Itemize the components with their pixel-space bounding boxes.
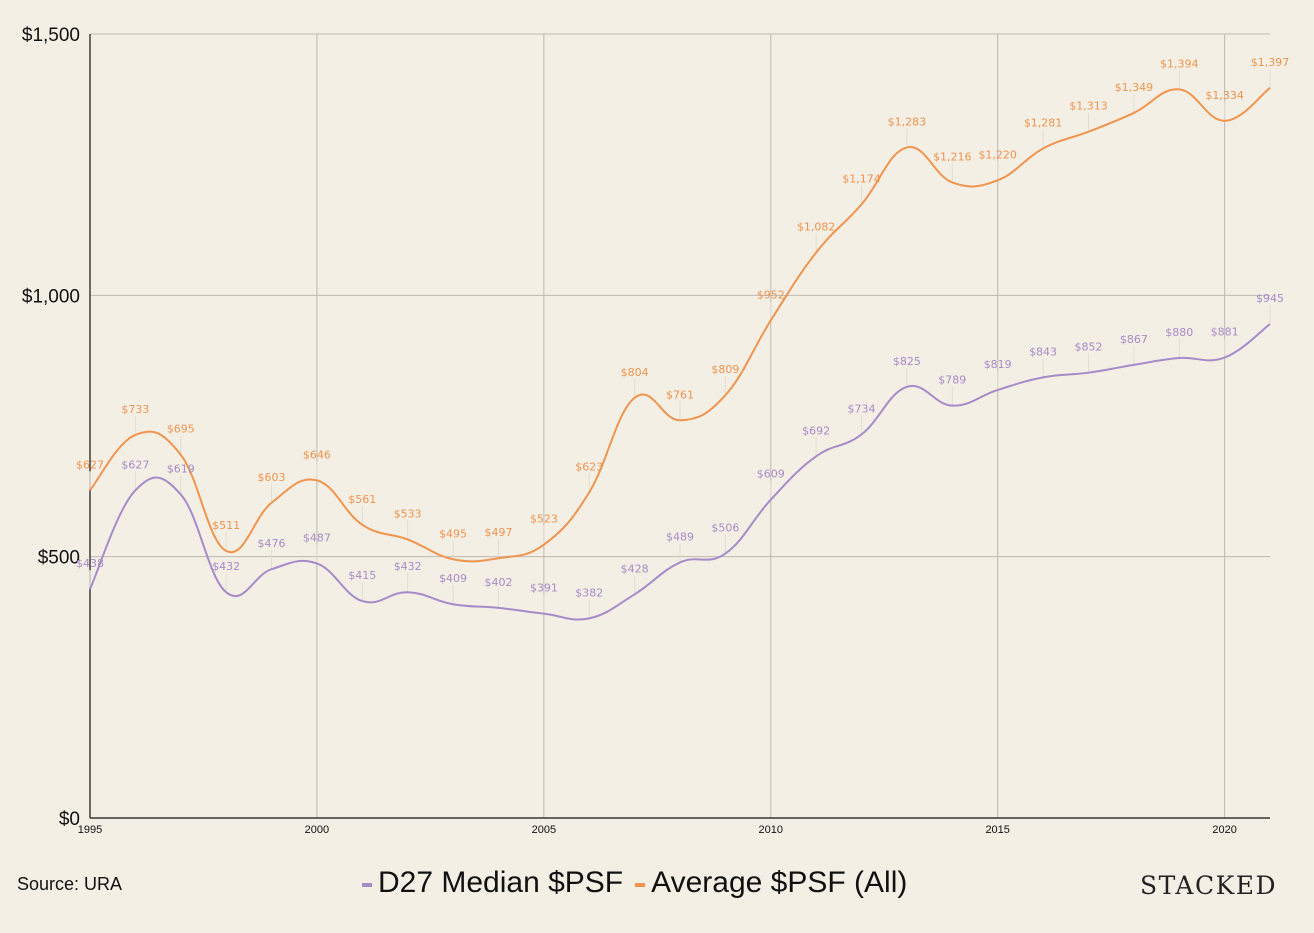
data-label-d27-median: $843 [1029, 345, 1057, 358]
data-label-average-all: $1,313 [1069, 100, 1108, 113]
data-label-average-all: $623 [575, 460, 603, 473]
data-label-average-all: $1,082 [797, 220, 836, 233]
data-label-d27-median: $415 [348, 569, 376, 582]
data-label-d27-median: $945 [1256, 292, 1284, 305]
legend-swatch-d27-median [362, 883, 372, 887]
x-tick-label: 2005 [532, 824, 556, 836]
data-label-d27-median: $391 [530, 582, 558, 595]
y-tick-label: $1,500 [22, 25, 80, 46]
data-label-average-all: $497 [484, 526, 512, 539]
data-label-d27-median: $692 [802, 424, 830, 437]
data-label-average-all: $1,349 [1115, 81, 1154, 94]
line-chart: $0 $500 $1,000 $1,500 1995 2000 2005 2010 2015 2… [22, 25, 1289, 836]
legend-item-d27-median: D27 Median $PSF [362, 866, 623, 900]
x-tick-label: 2000 [305, 824, 329, 836]
y-tick-label: $1,000 [22, 286, 80, 307]
data-label-d27-median: $825 [893, 355, 921, 368]
data-label-d27-median: $487 [303, 531, 331, 544]
data-label-d27-median: $609 [757, 468, 785, 481]
data-label-average-all: $523 [530, 513, 558, 526]
data-label-average-all: $695 [167, 423, 195, 436]
data-label-d27-median: $438 [76, 557, 104, 570]
data-label-average-all: $761 [666, 388, 694, 401]
data-labels: $438 $627 $619 $432 $476 $487 $415 $432 $409 $402… [76, 56, 1289, 600]
data-label-d27-median: $402 [484, 576, 512, 589]
x-tick-label: 2020 [1212, 824, 1236, 836]
grid-lines [90, 33, 1270, 818]
x-tick-label: 2015 [985, 824, 1009, 836]
data-label-average-all: $1,220 [978, 148, 1017, 161]
data-label-average-all: $533 [394, 507, 422, 520]
data-label-average-all: $804 [621, 366, 649, 379]
data-label-average-all: $809 [711, 363, 739, 376]
data-label-average-all: $1,174 [842, 172, 881, 185]
data-label-d27-median: $627 [121, 458, 149, 471]
data-label-d27-median: $382 [575, 586, 603, 599]
data-label-d27-median: $476 [258, 537, 286, 550]
x-tick-label: 2010 [759, 824, 783, 836]
series-line-d27-median [89, 323, 1271, 621]
label-leader-lines [89, 68, 1271, 619]
data-label-d27-median: $880 [1165, 326, 1193, 339]
data-label-average-all: $495 [439, 527, 467, 540]
data-label-d27-median: $432 [212, 560, 240, 573]
series-line-average-all [89, 87, 1271, 563]
data-label-d27-median: $619 [167, 462, 195, 475]
data-label-average-all: $952 [757, 288, 785, 301]
y-tick-label: $500 [38, 548, 80, 569]
stacked-logo: STACKED [1140, 871, 1278, 900]
data-label-d27-median: $409 [439, 572, 467, 585]
y-tick-label: $0 [59, 809, 80, 830]
legend-label-d27-median: D27 Median $PSF [378, 866, 624, 899]
data-label-average-all: $733 [121, 403, 149, 416]
series-lines [89, 87, 1271, 621]
data-label-d27-median: $852 [1074, 341, 1102, 354]
y-axis-ticks: $0 $500 $1,000 $1,500 [22, 25, 80, 830]
data-label-average-all: $1,283 [888, 115, 927, 128]
legend-swatch-average-all [635, 883, 646, 887]
data-label-d27-median: $867 [1120, 333, 1148, 346]
data-label-average-all: $1,397 [1251, 56, 1290, 69]
legend-label-average-all: Average $PSF (All) [651, 866, 908, 899]
data-label-average-all: $561 [348, 493, 376, 506]
data-label-d27-median: $734 [848, 402, 876, 415]
data-label-d27-median: $819 [984, 358, 1012, 371]
data-label-d27-median: $506 [711, 522, 739, 535]
x-tick-label: 1995 [78, 824, 102, 836]
data-label-d27-median: $881 [1211, 326, 1239, 339]
data-label-average-all: $1,394 [1160, 57, 1199, 70]
data-label-average-all: $1,216 [933, 150, 972, 163]
data-label-d27-median: $428 [621, 562, 649, 575]
source-note: Source: URA [17, 874, 123, 894]
legend: D27 Median $PSF Average $PSF (All) [362, 866, 919, 900]
data-label-average-all: $1,281 [1024, 116, 1063, 129]
data-label-d27-median: $432 [394, 560, 422, 573]
data-label-average-all: $603 [258, 471, 286, 484]
x-axis-ticks: 1995 2000 2005 2010 2015 2020 [78, 824, 1237, 836]
axes [89, 34, 1270, 819]
data-label-average-all: $627 [76, 458, 104, 471]
data-label-d27-median: $789 [938, 374, 966, 387]
data-label-average-all: $511 [212, 519, 240, 532]
legend-item-average-all: Average $PSF (All) [635, 866, 907, 900]
data-label-average-all: $646 [303, 448, 331, 461]
data-label-d27-median: $489 [666, 530, 694, 543]
data-label-average-all: $1,334 [1205, 89, 1244, 102]
